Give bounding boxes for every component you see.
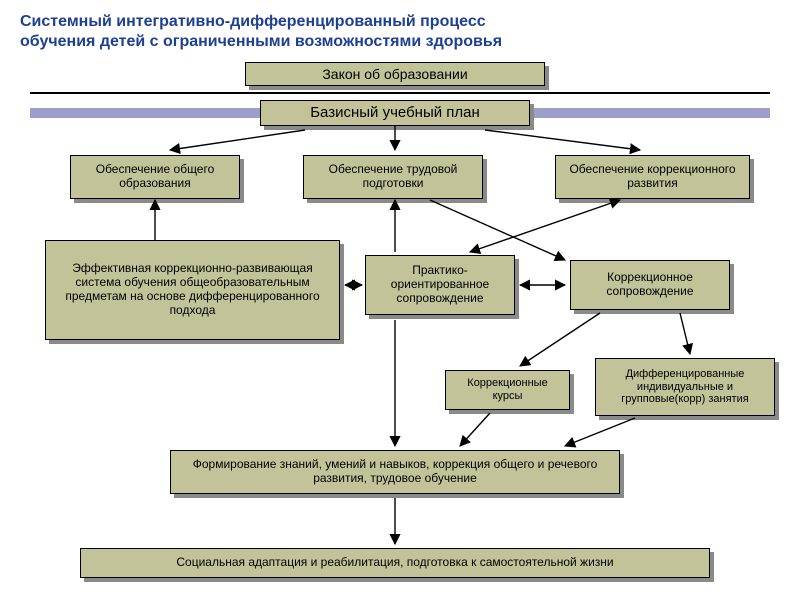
node-gen: Обеспечение общего образования	[70, 155, 240, 199]
node-effsys: Эффективная коррекционно-развивающая сис…	[45, 240, 340, 340]
diagram-canvas: { "type": "flowchart", "background_color…	[0, 0, 800, 600]
stripe-right	[530, 108, 770, 118]
title-line1: Системный интегративно-дифференцированны…	[20, 12, 502, 32]
node-plan: Базисный учебный план	[260, 100, 530, 126]
node-social: Социальная адаптация и реабилитация, под…	[80, 548, 710, 578]
node-corrcourse: Коррекционные курсы	[445, 370, 570, 410]
node-forming: Формирование знаний, умений и навыков, к…	[170, 450, 620, 494]
node-pract: Практико-ориентированное сопровождение	[365, 255, 515, 315]
node-labor: Обеспечение трудовой подготовки	[303, 155, 483, 199]
node-corrdev: Обеспечение коррекционного развития	[555, 155, 750, 199]
node-corrsup: Коррекционное сопровождение	[570, 260, 730, 310]
stripe-left	[30, 108, 260, 118]
page-title: Системный интегративно-дифференцированны…	[20, 12, 502, 52]
hrule	[30, 92, 770, 94]
node-law: Закон об образовании	[245, 62, 545, 86]
title-line2: обучения детей с ограниченными возможнос…	[20, 32, 502, 52]
node-diffind: Дифференцированные индивидуальные и груп…	[595, 358, 775, 416]
